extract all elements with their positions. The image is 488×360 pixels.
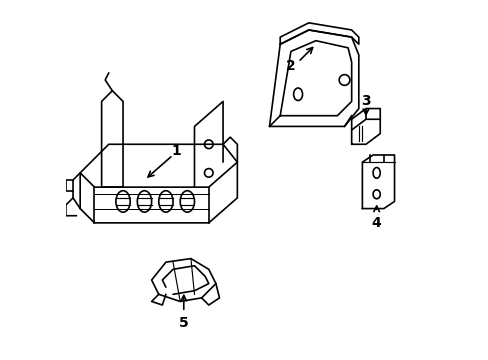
Text: 4: 4 bbox=[371, 216, 381, 230]
Text: 5: 5 bbox=[179, 316, 188, 330]
Text: 3: 3 bbox=[361, 94, 370, 108]
Text: 1: 1 bbox=[171, 144, 181, 158]
Text: 2: 2 bbox=[285, 59, 295, 73]
